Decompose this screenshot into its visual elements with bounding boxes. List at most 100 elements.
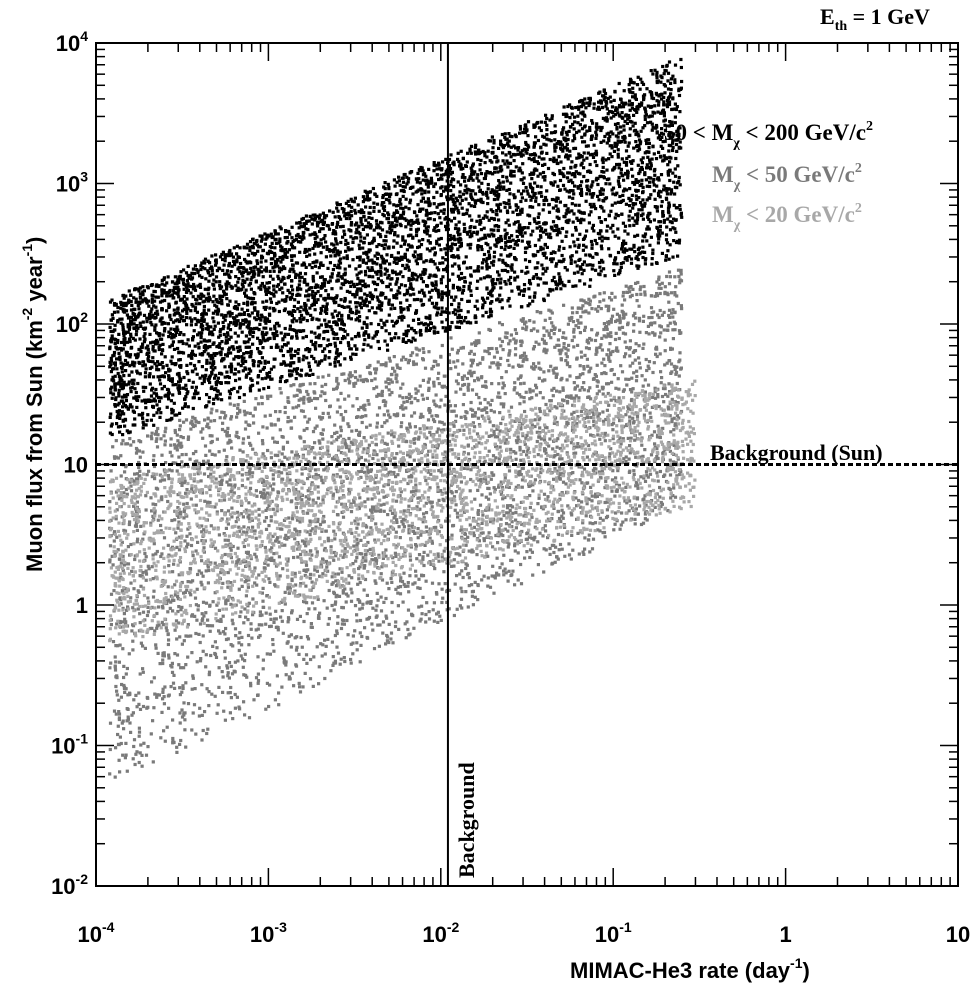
data-point	[138, 321, 142, 325]
data-point	[488, 307, 493, 311]
data-point	[160, 316, 164, 320]
data-point	[359, 306, 363, 310]
data-point	[585, 263, 589, 267]
data-point	[536, 276, 540, 280]
data-point	[115, 357, 119, 361]
data-point	[322, 337, 326, 341]
data-point	[409, 223, 413, 227]
data-point	[548, 157, 552, 162]
data-point	[380, 203, 384, 207]
data-point	[560, 239, 564, 243]
data-point	[671, 139, 675, 143]
data-point	[258, 340, 262, 344]
data-point	[480, 261, 485, 265]
data-point	[120, 410, 124, 414]
data-point	[512, 246, 516, 250]
data-point	[316, 224, 320, 228]
data-point	[265, 299, 269, 303]
data-point	[668, 178, 672, 183]
data-point	[616, 227, 620, 231]
data-point	[445, 307, 449, 311]
data-point	[591, 180, 595, 184]
data-point	[356, 301, 360, 305]
data-point	[120, 370, 124, 374]
data-point	[345, 280, 349, 284]
data-point	[500, 132, 504, 137]
data-point	[613, 273, 617, 277]
data-point	[357, 271, 361, 275]
data-point	[319, 238, 323, 242]
data-point	[439, 193, 443, 197]
data-point	[613, 141, 617, 145]
data-point	[424, 174, 428, 178]
data-point	[353, 335, 358, 339]
data-point	[389, 277, 393, 281]
data-point	[399, 306, 403, 310]
data-point	[457, 267, 461, 271]
data-point	[672, 203, 676, 207]
data-point	[114, 302, 118, 306]
data-point	[159, 396, 163, 400]
data-point	[371, 261, 375, 265]
data-point	[561, 172, 565, 176]
data-point	[442, 310, 447, 314]
data-point	[225, 284, 229, 288]
data-point	[317, 334, 321, 338]
data-point	[392, 178, 396, 182]
data-point	[634, 180, 638, 185]
data-point	[384, 234, 388, 238]
data-point	[145, 320, 149, 324]
data-point	[401, 275, 405, 279]
data-point	[139, 324, 143, 328]
data-point	[232, 386, 236, 390]
data-point	[372, 238, 376, 242]
data-point	[588, 284, 592, 288]
data-point	[293, 298, 297, 302]
data-point	[168, 313, 172, 317]
data-point	[617, 175, 621, 180]
data-point	[249, 384, 253, 388]
data-point	[456, 180, 460, 184]
data-point	[196, 342, 200, 346]
data-point	[456, 209, 460, 213]
data-point	[569, 165, 573, 169]
data-point	[447, 157, 452, 162]
data-point	[242, 301, 246, 305]
data-point	[302, 236, 306, 240]
data-point	[161, 320, 165, 325]
data-point	[528, 278, 532, 283]
data-point	[653, 111, 657, 115]
data-point	[160, 299, 164, 303]
data-point	[374, 270, 378, 274]
data-point	[244, 334, 248, 338]
data-point	[158, 300, 163, 304]
data-point	[531, 172, 535, 176]
data-point	[374, 219, 379, 223]
data-point	[131, 360, 135, 364]
data-point	[539, 191, 543, 195]
data-point	[257, 328, 261, 332]
data-point	[550, 260, 554, 264]
data-point	[655, 131, 659, 135]
data-point	[347, 228, 351, 232]
data-point	[314, 240, 318, 244]
data-point	[589, 205, 593, 209]
data-point	[236, 280, 240, 284]
data-point	[286, 349, 290, 354]
data-point	[326, 293, 330, 297]
data-point	[327, 356, 331, 360]
data-point	[303, 306, 308, 310]
data-point	[181, 278, 185, 282]
data-point	[493, 170, 497, 174]
data-point	[407, 268, 411, 272]
data-point	[294, 275, 298, 279]
data-point	[604, 182, 608, 186]
data-point	[453, 216, 457, 220]
data-point	[261, 300, 265, 304]
data-point	[486, 182, 490, 187]
data-point	[460, 175, 464, 179]
data-point	[570, 254, 574, 258]
data-point	[543, 175, 547, 179]
data-point	[667, 205, 671, 209]
data-point	[551, 183, 555, 187]
